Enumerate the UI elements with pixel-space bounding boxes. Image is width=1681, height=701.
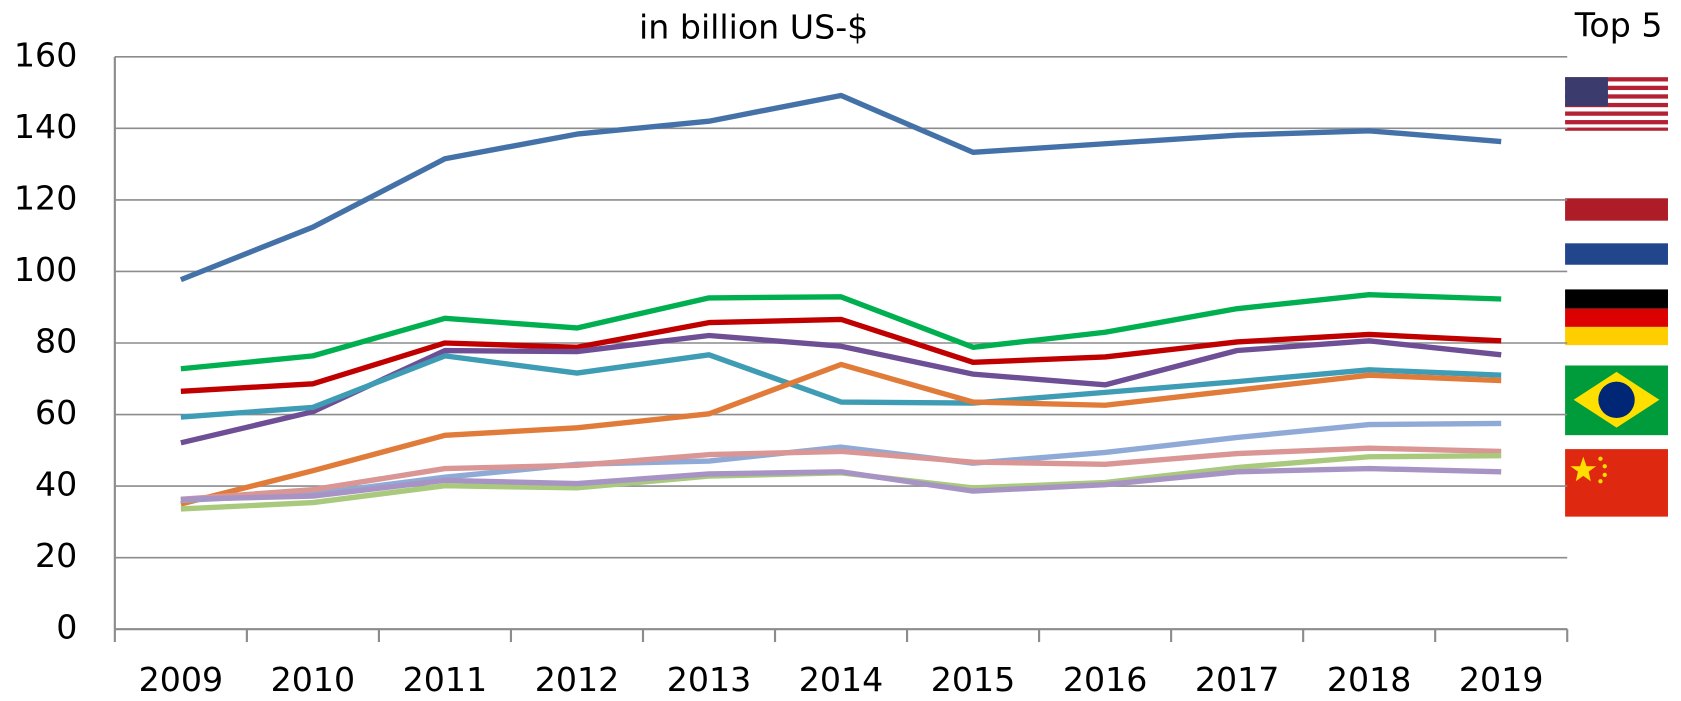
series-line: [180, 352, 1502, 420]
y-tick-label: 20: [35, 536, 77, 575]
x-tick-label: 2014: [799, 660, 884, 699]
series-line: [180, 332, 1502, 446]
y-tick-label: 60: [35, 393, 77, 432]
series-line: [180, 292, 1502, 372]
annotation: Top 5: [1574, 5, 1663, 44]
y-tick-label: 100: [14, 250, 77, 289]
series-line: [180, 316, 1502, 394]
y-tick-label: 140: [14, 107, 77, 146]
flag-netherlands: [1565, 198, 1668, 265]
x-tick-label: 2012: [535, 660, 620, 699]
y-tick-label: 120: [14, 178, 77, 217]
series-line: [180, 465, 1502, 503]
flag-brazil: [1565, 365, 1668, 436]
flag-china: [1565, 449, 1668, 517]
y-tick-label: 0: [56, 608, 77, 647]
x-tick-label: 2019: [1459, 660, 1544, 699]
chart-title: in billion US-$: [639, 7, 868, 46]
flag-germany: [1565, 289, 1668, 346]
series-line: [180, 453, 1502, 512]
y-tick-label: 160: [14, 35, 77, 74]
flags: [1565, 77, 1668, 517]
x-tick-label: 2009: [139, 660, 224, 699]
x-tick-label: 2013: [667, 660, 752, 699]
series-line: [180, 361, 1502, 507]
y-tick-label: 40: [35, 465, 77, 504]
x-tick-label: 2010: [271, 660, 356, 699]
y-tick-label: 80: [35, 321, 77, 360]
series-line: [179, 92, 1502, 283]
x-tick-label: 2018: [1327, 660, 1412, 699]
series-line: [180, 420, 1502, 504]
x-tick-label: 2016: [1063, 660, 1148, 699]
x-tick-label: 2015: [931, 660, 1016, 699]
series-line: [180, 445, 1502, 502]
flag-us: [1565, 77, 1668, 131]
x-tick-label: 2017: [1195, 660, 1280, 699]
x-tick-label: 2011: [403, 660, 488, 699]
